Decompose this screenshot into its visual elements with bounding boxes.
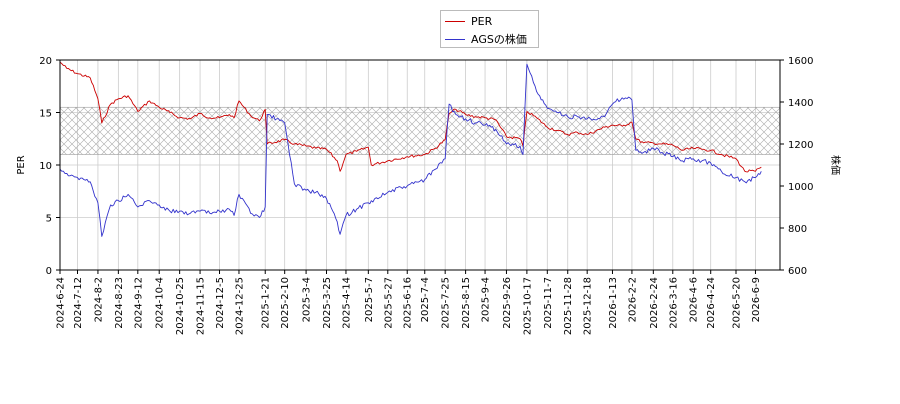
x-tick-label: 2025-10-17	[522, 277, 533, 335]
x-tick-label: 2024-9-12	[133, 277, 144, 329]
right-axis-label: 株価	[829, 155, 842, 175]
y-left-tick-label: 10	[39, 161, 52, 172]
y-right-tick-label: 1000	[788, 182, 813, 193]
x-tick-label: 2026-5-20	[732, 277, 743, 329]
reference-band	[59, 106, 781, 155]
x-tick-label: 2026-2-24	[649, 277, 660, 329]
x-tick-label: 2024-12-5	[215, 277, 226, 329]
legend-label-per: PER	[471, 14, 493, 28]
x-tick-label: 2026-1-13	[608, 277, 619, 329]
x-tick-label: 2024-7-12	[73, 277, 84, 329]
ticks-layer: 2024-6-24 2024-7-12 2024-8-2 2024-8-23 2024-…	[39, 56, 813, 335]
x-tick-label: 2025-8-15	[461, 277, 472, 329]
y-right-tick-label: 1200	[788, 140, 813, 151]
x-tick-label: 2024-8-2	[93, 277, 104, 322]
x-tick-label: 2025-9-4	[481, 277, 492, 322]
series-line-per	[60, 61, 762, 173]
x-tick-label: 2024-12-25	[234, 277, 245, 335]
x-tick-label: 2026-4-24	[706, 277, 717, 329]
legend-swatch-per	[445, 20, 465, 22]
y-right-tick-label: 1600	[788, 56, 813, 67]
x-tick-label: 2025-7-4	[420, 277, 431, 322]
y-right-tick-label: 1400	[788, 98, 813, 109]
left-axis-label: PER	[16, 155, 27, 174]
y-right-tick-label: 800	[788, 224, 807, 235]
legend: PER AGSの株価	[440, 10, 539, 48]
x-tick-label: 2025-3-4	[302, 277, 313, 322]
y-left-tick-label: 20	[39, 56, 52, 67]
legend-label-price: AGSの株価	[471, 33, 527, 46]
x-tick-label: 2026-4-6	[689, 277, 700, 322]
x-tick-label: 2025-7-25	[441, 277, 452, 329]
x-tick-label: 2025-9-26	[502, 277, 513, 329]
x-tick-label: 2025-2-10	[280, 277, 291, 329]
grid-layer	[59, 59, 780, 271]
x-tick-label: 2024-10-25	[175, 277, 186, 335]
legend-swatch-price	[445, 38, 465, 40]
y-left-tick-label: 5	[46, 214, 52, 225]
x-tick-label: 2026-2-2	[627, 277, 638, 322]
legend-item-per: PER	[445, 13, 492, 29]
x-tick-label: 2025-3-25	[322, 277, 333, 329]
x-tick-label: 2024-11-15	[196, 277, 207, 335]
x-tick-label: 2025-5-27	[383, 277, 394, 329]
x-tick-label: 2025-1-21	[261, 277, 272, 329]
x-tick-label: 2025-11-7	[543, 277, 554, 329]
x-tick-label: 2026-3-16	[668, 277, 679, 329]
y-left-tick-label: 15	[39, 109, 52, 120]
legend-item-price: AGSの株価	[445, 31, 527, 47]
x-tick-label: 2025-11-28	[563, 277, 574, 335]
series-line-price	[60, 63, 762, 237]
x-tick-label: 2025-12-18	[583, 277, 594, 335]
x-tick-label: 2025-4-14	[341, 277, 352, 329]
series-layer	[60, 61, 762, 237]
x-tick-label: 2024-10-4	[155, 277, 166, 329]
x-tick-label: 2025-6-16	[403, 277, 414, 329]
y-right-tick-label: 600	[788, 266, 807, 277]
x-tick-label: 2026-6-9	[751, 277, 762, 322]
x-tick-label: 2025-5-7	[364, 277, 375, 322]
x-tick-label: 2024-8-23	[114, 277, 125, 329]
y-left-tick-label: 0	[46, 266, 52, 277]
x-tick-label: 2024-6-24	[56, 277, 67, 329]
